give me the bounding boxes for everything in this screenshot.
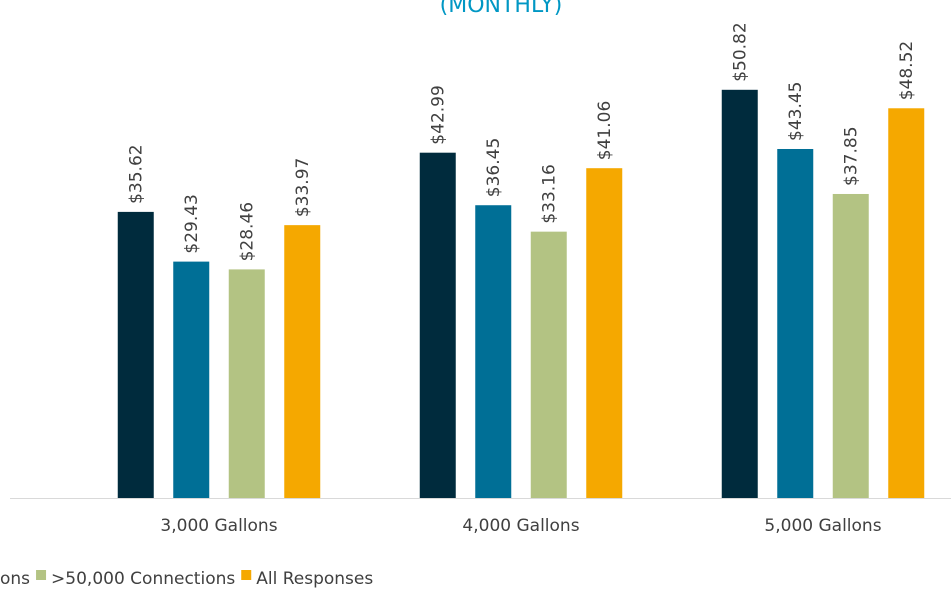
x-tick-label: 3,000 Gallons [160, 516, 277, 536]
legend-label: ons [0, 569, 30, 589]
data-label: $33.16 [540, 164, 560, 223]
x-tick-label: 5,000 Gallons [764, 516, 881, 536]
bar [888, 108, 925, 498]
data-label: $33.97 [293, 158, 313, 217]
legend-label: All Responses [256, 569, 373, 589]
legend-swatch [241, 570, 252, 580]
bar [586, 168, 623, 498]
legend-swatch [36, 570, 47, 580]
bar [419, 152, 456, 498]
bar [117, 211, 154, 498]
data-label: $35.62 [127, 144, 147, 203]
bar [475, 205, 512, 499]
data-label: $50.82 [731, 22, 751, 81]
data-label: $48.52 [897, 41, 917, 100]
data-label: $42.99 [429, 85, 449, 144]
bar [832, 193, 869, 498]
bar [530, 231, 567, 498]
data-label: $36.45 [484, 138, 504, 197]
data-label: $41.06 [595, 101, 615, 160]
data-label: $28.46 [238, 202, 258, 261]
x-tick-label: 4,000 Gallons [462, 516, 579, 536]
data-label: $43.45 [786, 82, 806, 141]
bar [173, 261, 210, 498]
bar [228, 269, 265, 498]
bar [721, 89, 758, 498]
legend-label: >50,000 Connections [51, 569, 235, 589]
bar [284, 225, 321, 498]
bar [777, 148, 814, 498]
data-label: $29.43 [182, 194, 202, 253]
data-label: $37.85 [842, 126, 862, 185]
chart-title: (MONTHLY) [440, 0, 563, 18]
